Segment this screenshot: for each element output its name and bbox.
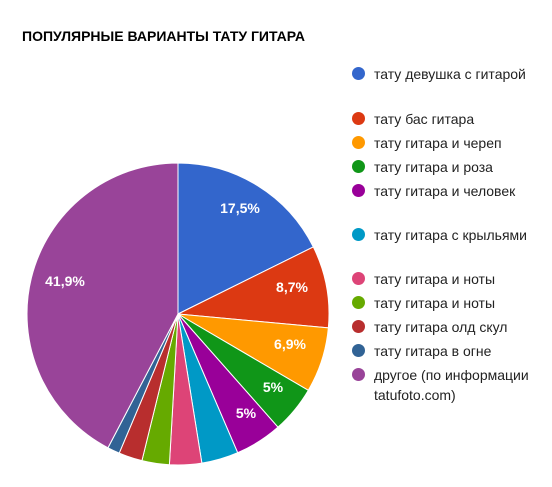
legend-swatch: [352, 272, 365, 285]
legend-label: тату девушка с гитарой: [374, 66, 526, 82]
legend-swatch: [352, 296, 365, 309]
legend-item-8: тату гитара олд скул: [352, 317, 547, 337]
legend-item-4: тату гитара и человек: [352, 181, 547, 201]
legend-item-6: тату гитара и ноты: [352, 269, 547, 289]
legend-swatch: [352, 184, 365, 197]
legend-swatch: [352, 136, 365, 149]
legend-item-0: тату девушка с гитарой: [352, 64, 547, 84]
legend-item-10: другое (по информации tatufoto.com): [352, 365, 547, 405]
legend-item-7: тату гитара и ноты: [352, 293, 547, 313]
pie-chart: 17,5% 8,7% 6,9% 5% 5% 41,9%: [26, 162, 330, 466]
legend-label: тату гитара и человек: [374, 183, 516, 199]
slice-label-1: 8,7%: [276, 279, 308, 295]
legend-swatch: [352, 67, 365, 80]
legend-label: тату гитара и череп: [374, 135, 502, 151]
pie-slice-1: [176, 246, 330, 329]
legend-item-9: тату гитара в огне: [352, 341, 547, 361]
legend-label: тату бас гитара: [374, 111, 475, 127]
slice-label-3: 5%: [263, 379, 284, 395]
legend-item-1: тату бас гитара: [352, 109, 547, 129]
legend-swatch: [352, 320, 365, 333]
pie-slice-10: [26, 162, 179, 449]
legend-item-5: тату гитара с крыльями: [352, 225, 547, 245]
legend-swatch: [352, 160, 365, 173]
legend-label: тату гитара и ноты: [374, 295, 496, 311]
slice-label-0: 17,5%: [220, 200, 260, 216]
legend-swatch: [352, 368, 365, 381]
slice-label-4: 5%: [236, 405, 257, 421]
legend-label: тату гитара в огне: [374, 343, 492, 359]
legend-swatch: [352, 344, 365, 357]
slice-label-2: 6,9%: [274, 336, 306, 352]
legend-label: тату гитара и роза: [374, 159, 493, 175]
slice-label-10: 41,9%: [45, 273, 85, 289]
legend-label: тату гитара олд скул: [374, 319, 508, 335]
legend-swatch: [352, 228, 365, 241]
legend-label: тату гитара и ноты: [374, 271, 496, 287]
legend-swatch: [352, 112, 365, 125]
chart-title: ПОПУЛЯРНЫЕ ВАРИАНТЫ ТАТУ ГИТАРА: [22, 28, 305, 44]
legend-label: тату гитара с крыльями: [374, 227, 527, 243]
legend-item-2: тату гитара и череп: [352, 133, 547, 153]
legend-label: другое (по информации tatufoto.com): [374, 367, 529, 403]
legend-item-3: тату гитара и роза: [352, 157, 547, 177]
pie-slice-0: [177, 162, 314, 315]
